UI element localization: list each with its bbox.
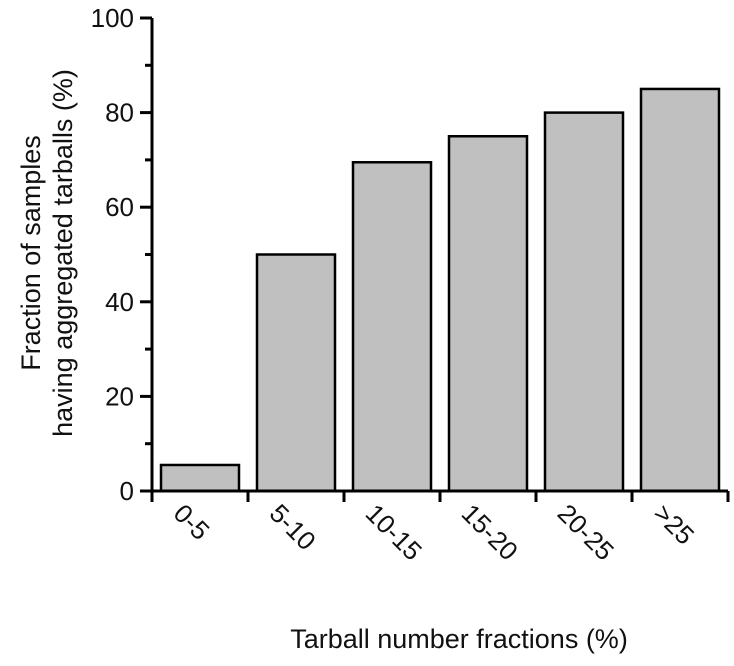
plot-area xyxy=(159,87,721,493)
bar xyxy=(255,253,337,493)
y-tick-label: 60 xyxy=(105,192,134,222)
bar xyxy=(159,463,241,493)
x-category-label: 5-10 xyxy=(264,498,322,556)
y-tick-label: 20 xyxy=(105,381,134,411)
bar xyxy=(639,87,721,493)
x-category-label: 15-20 xyxy=(456,498,524,566)
y-tick-label: 80 xyxy=(105,98,134,128)
x-category-label: 10-15 xyxy=(360,498,428,566)
y-tick-label: 40 xyxy=(105,287,134,317)
x-category-label: 20-25 xyxy=(552,498,620,566)
y-tick-label: 0 xyxy=(120,476,134,506)
x-axis-title: Tarball number fractions (%) xyxy=(290,624,628,654)
bar xyxy=(351,161,433,493)
y-axis-title-line-2: having aggregated tarballs (%) xyxy=(48,69,78,437)
bar xyxy=(543,111,625,493)
bar xyxy=(447,135,529,493)
y-tick-label: 100 xyxy=(91,3,134,33)
x-category-label: >25 xyxy=(648,498,700,550)
y-axis-title-line-1: Fraction of samples xyxy=(16,135,46,371)
x-axis: 0-5 5-10 10-15 15-20 20-25 >25 xyxy=(150,489,730,566)
x-category-label: 0-5 xyxy=(168,498,216,546)
y-axis: 0 20 40 60 80 100 xyxy=(91,3,154,506)
